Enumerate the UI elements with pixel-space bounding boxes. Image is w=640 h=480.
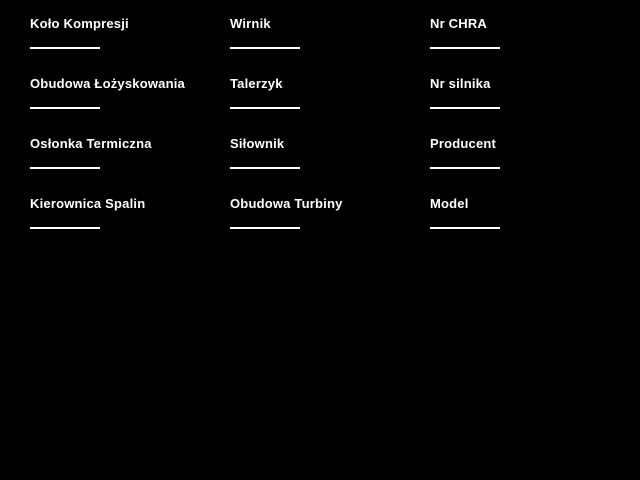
- form-field-wirnik: Wirnik: [230, 16, 430, 76]
- field-input-nr-chra[interactable]: [430, 34, 500, 49]
- field-label-kolo-kompresji: Koło Kompresji: [30, 16, 129, 31]
- field-label-talerzyk: Talerzyk: [230, 76, 283, 91]
- field-label-silownik: Siłownik: [230, 136, 285, 151]
- field-label-nr-chra: Nr CHRA: [430, 16, 488, 31]
- field-input-kierownica-spalin[interactable]: [30, 214, 100, 229]
- field-label-producent: Producent: [430, 136, 497, 151]
- field-label-obudowa-lozyskowania: Obudowa Łożyskowania: [30, 76, 185, 91]
- field-input-model[interactable]: [430, 214, 500, 229]
- form-field-kierownica-spalin: Kierownica Spalin: [30, 196, 230, 256]
- field-input-oslonka-termiczna[interactable]: [30, 154, 100, 169]
- form-field-silownik: Siłownik: [230, 136, 430, 196]
- field-label-wirnik: Wirnik: [230, 16, 271, 31]
- form-field-kolo-kompresji: Koło Kompresji: [30, 16, 230, 76]
- field-label-nr-silnika: Nr silnika: [430, 76, 491, 91]
- parts-form: Koło Kompresji Wirnik Nr CHRA Obudowa Ło…: [30, 0, 630, 256]
- form-field-nr-silnika: Nr silnika: [430, 76, 630, 136]
- form-field-oslonka-termiczna: Osłonka Termiczna: [30, 136, 230, 196]
- field-input-kolo-kompresji[interactable]: [30, 34, 100, 49]
- form-field-nr-chra: Nr CHRA: [430, 16, 630, 76]
- form-field-obudowa-turbiny: Obudowa Turbiny: [230, 196, 430, 256]
- form-field-obudowa-lozyskowania: Obudowa Łożyskowania: [30, 76, 230, 136]
- form-field-producent: Producent: [430, 136, 630, 196]
- field-input-nr-silnika[interactable]: [430, 94, 500, 109]
- field-label-oslonka-termiczna: Osłonka Termiczna: [30, 136, 152, 151]
- field-input-wirnik[interactable]: [230, 34, 300, 49]
- field-input-talerzyk[interactable]: [230, 94, 300, 109]
- field-label-model: Model: [430, 196, 469, 211]
- field-input-obudowa-turbiny[interactable]: [230, 214, 300, 229]
- field-input-silownik[interactable]: [230, 154, 300, 169]
- field-label-kierownica-spalin: Kierownica Spalin: [30, 196, 146, 211]
- form-field-talerzyk: Talerzyk: [230, 76, 430, 136]
- form-field-model: Model: [430, 196, 630, 256]
- field-label-obudowa-turbiny: Obudowa Turbiny: [230, 196, 343, 211]
- field-input-producent[interactable]: [430, 154, 500, 169]
- field-input-obudowa-lozyskowania[interactable]: [30, 94, 100, 109]
